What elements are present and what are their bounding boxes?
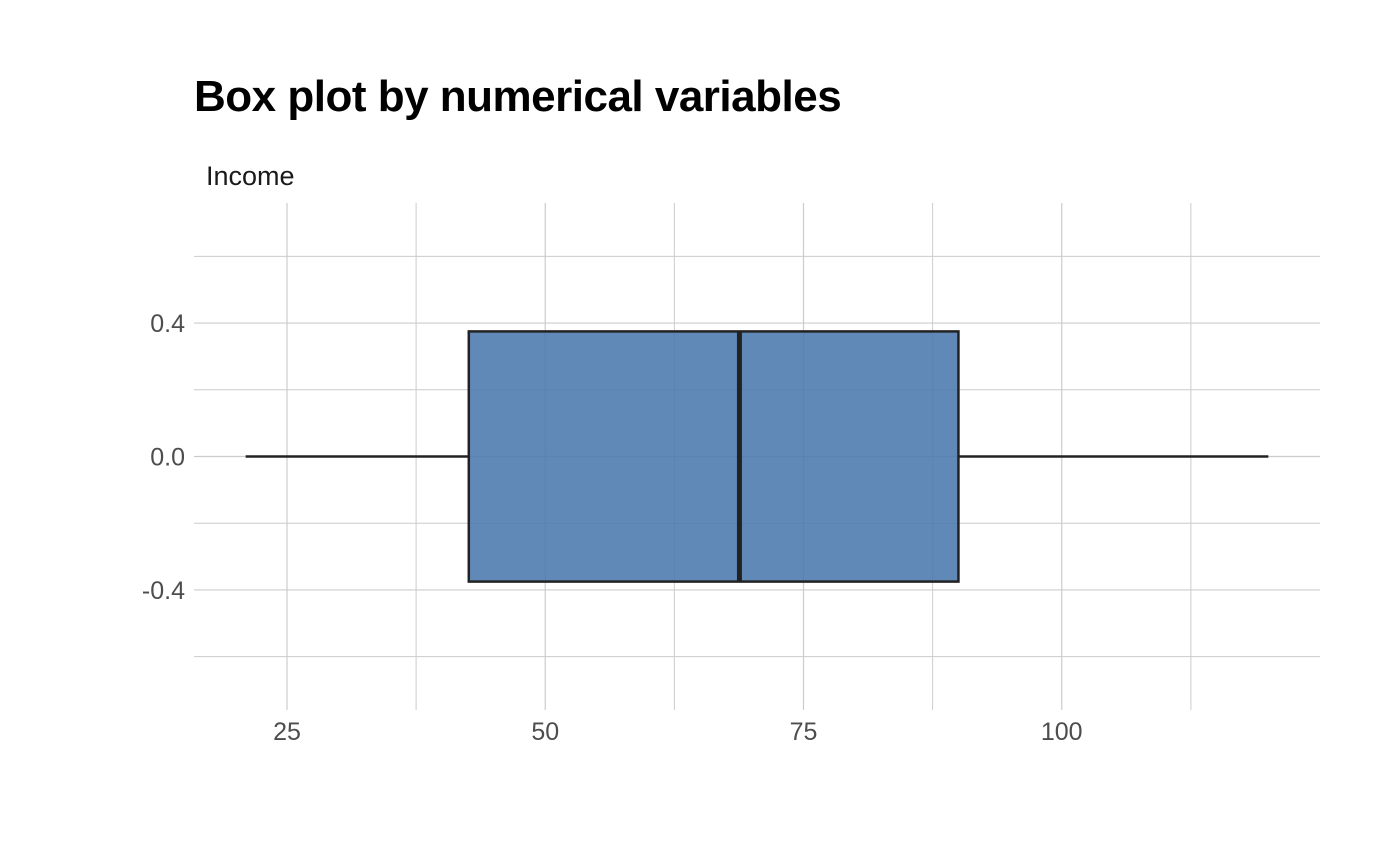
y-tick-label: 0.4	[150, 310, 185, 338]
x-axis: 25 50 75 100	[273, 718, 1083, 746]
x-tick-label: 25	[273, 718, 301, 746]
x-tick-label: 50	[531, 718, 559, 746]
y-tick-label: 0.0	[150, 444, 185, 472]
boxplot-marks	[245, 330, 1269, 583]
chart-title: Box plot by numerical variables	[194, 72, 842, 121]
iqr-box	[467, 330, 960, 583]
x-tick-label: 75	[790, 718, 818, 746]
y-tick-label: -0.4	[142, 577, 185, 605]
y-axis: 0.4 0.0 -0.4	[142, 310, 185, 605]
facet-strip-label: Income	[206, 161, 295, 191]
x-tick-label: 100	[1041, 718, 1083, 746]
